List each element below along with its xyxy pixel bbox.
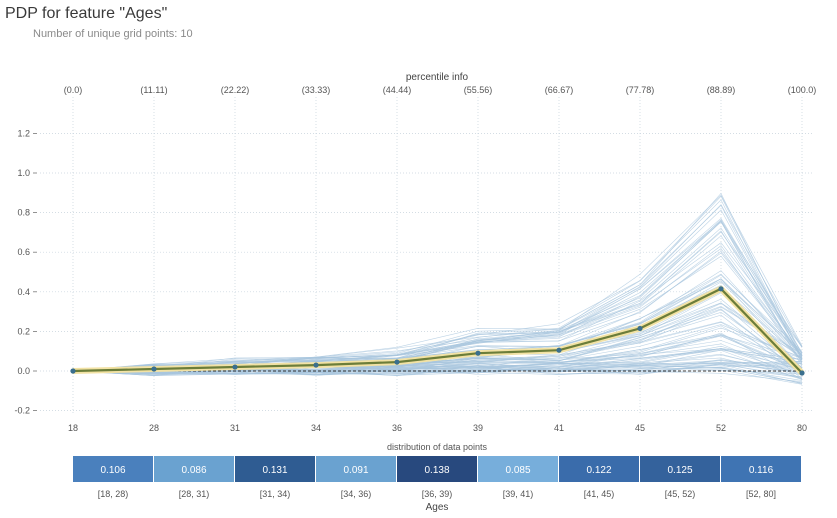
ice-line — [72, 364, 803, 378]
pdp-point — [718, 286, 724, 292]
percentile-axis-title: percentile info — [406, 72, 469, 83]
y-tick-label: 0.8 — [17, 208, 30, 218]
distribution-value: 0.138 — [424, 465, 449, 476]
y-axis-ticks: -0.2 0.0 0.2 0.4 0.6 0.8 1.0 1.2 — [14, 128, 37, 416]
ice-line — [72, 195, 803, 372]
pdp-series — [70, 285, 805, 376]
pdp-point — [313, 362, 319, 368]
percentile-label: (11.11) — [140, 85, 167, 95]
percentile-axis: percentile info (0.0) (11.11) (22.22) (33.3… — [64, 72, 817, 95]
x-tick-label: 45 — [635, 423, 645, 433]
distribution-bin-label: [31, 34) — [260, 489, 291, 499]
distribution-value: 0.106 — [100, 465, 125, 476]
y-tick-label: 0.0 — [17, 366, 30, 376]
y-tick-label: 0.6 — [17, 247, 30, 257]
chart-subtitle: Number of unique grid points: 10 — [33, 28, 193, 40]
y-tick-label: 0.4 — [17, 287, 30, 297]
percentile-label: (88.89) — [707, 85, 736, 95]
distribution-value: 0.091 — [343, 465, 368, 476]
x-axis-ticks: 18 28 31 34 36 39 41 45 52 80 — [68, 423, 807, 433]
pdp-point — [394, 359, 400, 365]
distribution-bin-label: [34, 36) — [341, 489, 372, 499]
pdp-line-glow — [72, 285, 805, 376]
distribution-bin-label: [52, 80] — [746, 489, 776, 499]
pdp-point — [556, 347, 562, 353]
pdp-point — [232, 364, 238, 370]
distribution-bin-label: [39, 41) — [503, 489, 534, 499]
chart-title: PDP for feature "Ages" — [5, 5, 168, 22]
distribution-value: 0.085 — [505, 465, 530, 476]
distribution-cell — [478, 456, 558, 482]
ice-line — [72, 221, 803, 372]
percentile-label: (33.33) — [302, 85, 331, 95]
percentile-label: (22.22) — [221, 85, 250, 95]
percentile-label: (0.0) — [64, 85, 83, 95]
ice-line — [73, 209, 803, 372]
x-tick-label: 52 — [716, 423, 726, 433]
percentile-label: (100.0) — [788, 85, 817, 95]
distribution-value: 0.122 — [586, 465, 611, 476]
distribution-cell — [235, 456, 315, 482]
pdp-point — [70, 368, 76, 374]
ice-line — [72, 363, 803, 379]
pdp-point — [799, 370, 805, 376]
x-tick-label: 31 — [230, 423, 240, 433]
distribution-cell — [73, 456, 153, 482]
y-tick-label: 1.0 — [17, 168, 30, 178]
distribution-bin-label: [18, 28) — [98, 489, 129, 499]
x-tick-label: 80 — [797, 423, 807, 433]
ice-line — [72, 343, 803, 380]
y-tick-label: -0.2 — [14, 406, 30, 416]
x-tick-label: 34 — [311, 423, 321, 433]
pdp-point — [637, 325, 643, 332]
ice-line — [72, 280, 803, 374]
pdp-point — [151, 366, 157, 372]
percentile-label: (55.56) — [464, 85, 493, 95]
distribution-cell — [154, 456, 234, 482]
distribution-cell — [397, 456, 477, 482]
x-tick-label: 28 — [149, 423, 159, 433]
distribution-cell — [640, 456, 720, 482]
distribution-bin-label: [41, 45) — [584, 489, 615, 499]
ice-line — [72, 364, 803, 385]
x-tick-label: 39 — [473, 423, 483, 433]
pdp-point — [475, 350, 481, 356]
ice-line — [72, 245, 803, 372]
distribution-bar: distribution of data points 0.106 [18, 28… — [73, 442, 801, 499]
distribution-bin-label: [36, 39) — [422, 489, 453, 499]
pdp-line — [72, 287, 803, 374]
ice-line — [72, 227, 803, 372]
ice-line — [72, 194, 803, 372]
y-tick-label: 0.2 — [17, 326, 30, 336]
x-tick-label: 36 — [392, 423, 402, 433]
distribution-cell — [721, 456, 801, 482]
percentile-label: (44.44) — [383, 85, 412, 95]
x-axis-title: Ages — [426, 502, 449, 513]
distribution-value: 0.131 — [262, 465, 287, 476]
distribution-cell — [316, 456, 396, 482]
distribution-bin-label: [45, 52) — [665, 489, 696, 499]
percentile-label: (66.67) — [545, 85, 574, 95]
distribution-value: 0.125 — [667, 465, 692, 476]
distribution-value: 0.086 — [181, 465, 206, 476]
percentile-label: (77.78) — [626, 85, 655, 95]
y-tick-label: 1.2 — [17, 128, 30, 138]
distribution-title: distribution of data points — [387, 442, 488, 452]
x-tick-label: 18 — [68, 423, 78, 433]
x-tick-label: 41 — [554, 423, 564, 433]
distribution-cell — [559, 456, 639, 482]
distribution-value: 0.116 — [749, 465, 774, 476]
distribution-bin-label: [28, 31) — [179, 489, 210, 499]
